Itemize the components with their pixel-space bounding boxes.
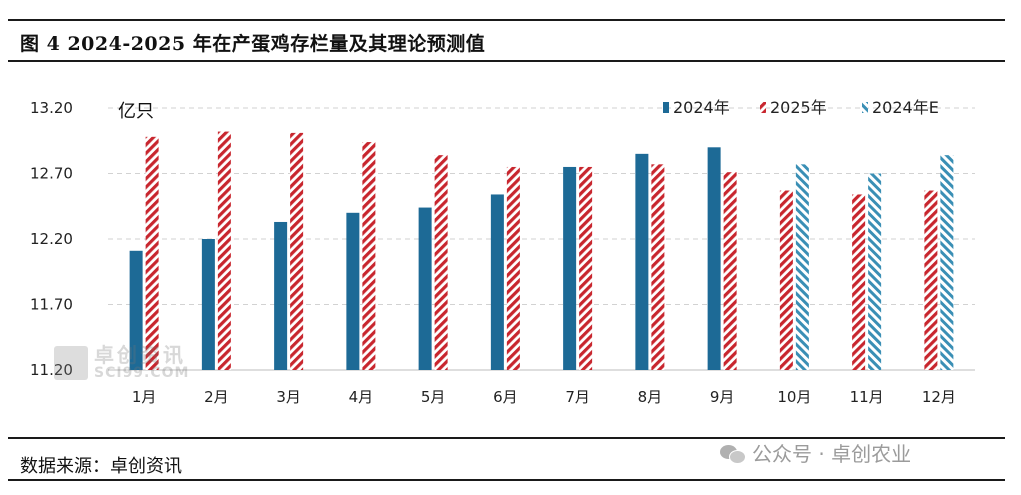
wechat-account: 公众号 · 卓创农业: [720, 438, 911, 467]
bar-2024: [201, 239, 215, 370]
x-tick-label: 7月: [565, 388, 590, 406]
legend-label-bar-2024e: 2024年E: [872, 98, 939, 117]
bar-2024: [129, 250, 143, 370]
bar-2025: [434, 155, 448, 370]
x-tick-label: 11月: [850, 388, 884, 406]
bar-2025: [723, 172, 737, 370]
y-tick-label: 12.20: [30, 230, 73, 248]
top-rule: [8, 19, 1005, 21]
y-tick-label: 11.20: [30, 361, 73, 379]
footer-rule: [8, 437, 1005, 439]
legend-label-bar-2024: 2024年: [673, 98, 730, 117]
bar-2024: [490, 194, 504, 370]
bar-2025: [924, 190, 938, 370]
x-tick-label: 2月: [204, 388, 229, 406]
watermark: 卓创资讯 SCI99.COM: [54, 345, 189, 381]
bar-2025: [145, 136, 159, 370]
x-tick-label: 8月: [638, 388, 663, 406]
y-tick-label: 11.70: [30, 296, 73, 314]
bar-2025: [290, 132, 304, 370]
bar-2025: [852, 194, 866, 370]
bar-2025: [506, 166, 520, 370]
x-tick-label: 1月: [132, 388, 157, 406]
bar-2024: [563, 166, 577, 370]
bar-2024: [346, 212, 360, 370]
bar-2025: [217, 131, 231, 370]
bar-2024: [635, 153, 649, 370]
y-unit-label: 亿只: [118, 101, 154, 122]
y-tick-label: 13.20: [30, 99, 73, 117]
bars: [129, 131, 954, 370]
legend-swatch-bar-2025: [760, 102, 766, 113]
legend: 2024年 2025年 2024年E: [663, 98, 939, 117]
gridlines: [108, 107, 975, 371]
legend-swatch-bar-2024: [663, 102, 669, 113]
bar-2025: [579, 166, 593, 370]
x-tick-label: 4月: [349, 388, 374, 406]
legend-swatch-bar-2024e: [862, 102, 868, 113]
x-axis: 1月 2月 3月 4月 5月 6月 7月 8月 9月 10月 11月 12月: [132, 388, 956, 406]
bar-2024: [418, 207, 432, 370]
bar-2025: [779, 190, 793, 370]
bar-2024: [274, 221, 288, 370]
title-underline: [8, 60, 1005, 62]
wechat-icon: [720, 443, 746, 464]
legend-label-bar-2025: 2025年: [770, 98, 827, 117]
data-source: 数据来源：卓创资讯: [20, 456, 182, 477]
x-tick-label: 12月: [922, 388, 956, 406]
y-tick-label: 12.70: [30, 165, 73, 183]
watermark-logo-icon: [54, 345, 88, 380]
watermark-domain: SCI99.COM: [94, 365, 190, 381]
wechat-label: 公众号 · 卓创农业: [752, 442, 912, 466]
x-tick-label: 6月: [493, 388, 518, 406]
bar-2025: [362, 142, 376, 370]
watermark-name: 卓创资讯: [94, 343, 186, 367]
y-axis: 11.20 11.70 12.20 12.70 13.20: [30, 99, 73, 379]
x-tick-label: 10月: [777, 388, 811, 406]
bar-2024: [707, 147, 721, 370]
bottom-rule: [8, 479, 1005, 481]
x-tick-label: 3月: [276, 388, 301, 406]
chart-title: 图 4 2024-2025 年在产蛋鸡存栏量及其理论预测值: [20, 33, 486, 55]
bar-2025: [651, 164, 665, 370]
bar-2024e: [940, 155, 954, 370]
x-tick-label: 9月: [710, 388, 735, 406]
bar-2024e: [795, 164, 809, 370]
x-tick-label: 5月: [421, 388, 446, 406]
bar-2024e: [868, 173, 882, 370]
